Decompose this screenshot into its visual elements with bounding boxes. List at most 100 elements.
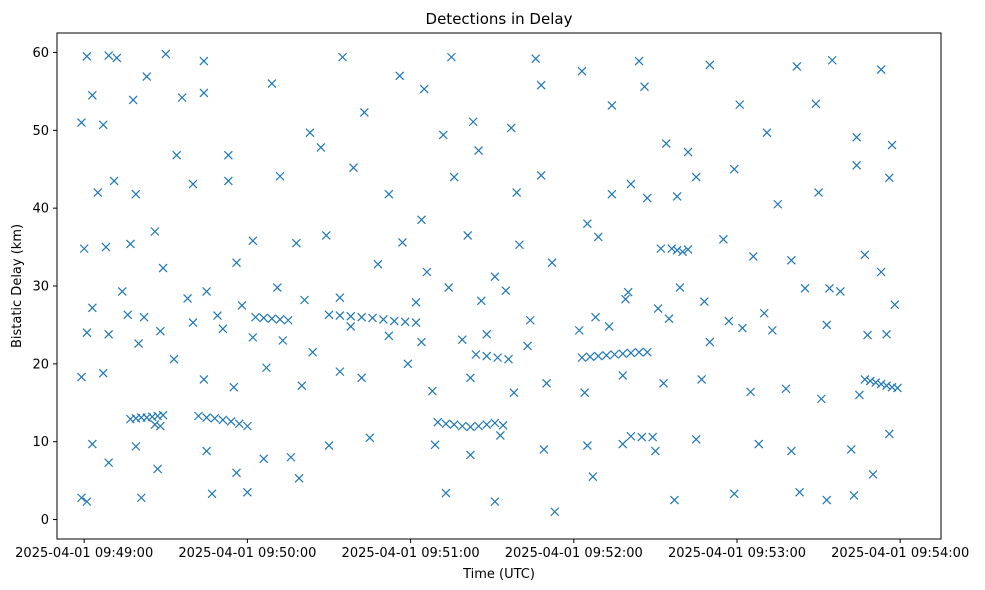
detection-point [868,469,878,479]
detection-point [117,287,127,296]
detection-point [471,350,481,359]
detection-point [746,387,756,397]
x-tick-label: 2025-04-01 09:53:00 [668,546,806,561]
detection-point [705,60,715,70]
detection-point [814,188,824,198]
detection-point [887,140,897,150]
detection-point [602,350,611,360]
detection-point [672,192,682,201]
detection-point [890,300,900,310]
detection-point [183,294,192,303]
detection-point [77,372,86,382]
detection-point [202,287,212,296]
detection-point [248,236,258,246]
detection-point [591,312,600,322]
detection-point [724,316,734,326]
detection-point [275,171,285,181]
detection-point [667,244,677,254]
detection-point [476,296,486,306]
detection-point [259,454,269,464]
detection-point [422,267,432,277]
y-tick-label: 0 [41,513,49,528]
detection-point [699,297,709,306]
detection-point [403,359,413,369]
detection-point [378,315,388,324]
detection-point [232,468,241,478]
detection-point [128,95,138,105]
detection-point [324,310,334,320]
detection-point [498,420,508,430]
detection-point [188,318,198,328]
detection-point [199,374,209,384]
detection-point [126,239,135,249]
y-tick-label: 60 [32,46,49,61]
detection-point [446,52,456,62]
detection-point [300,295,309,305]
detection-point [411,297,421,307]
detection-point [346,311,356,321]
detection-point [441,488,451,498]
detection-point [577,353,587,363]
detection-point [98,368,108,378]
detection-point [490,418,500,428]
detection-point [822,320,832,330]
detection-point [357,312,367,322]
detection-point [82,497,92,507]
detection-point [672,245,682,255]
detection-point [827,55,837,65]
detection-point [373,259,383,269]
y-tick-label: 50 [32,124,49,139]
detection-point [882,381,892,391]
detection-point [705,337,715,347]
detection-point [357,373,367,383]
detection-point [536,80,546,90]
detection-point [582,219,592,229]
detection-point [305,128,315,138]
detection-point [223,176,233,186]
detection-point [324,441,334,451]
detection-point [155,421,165,431]
detection-point [490,497,500,507]
detection-point [232,258,241,268]
detection-point [773,199,783,209]
detection-point [865,376,875,386]
detection-point [134,339,144,349]
detection-point [438,130,448,140]
x-tick-label: 2025-04-01 09:54:00 [831,546,969,561]
detection-point [82,51,92,61]
detection-point [444,283,454,292]
detection-point [474,146,484,155]
detection-point [457,421,467,431]
plot-frame [56,32,942,540]
detection-point [93,188,103,198]
detection-point [542,378,552,388]
detection-point [876,65,886,75]
detection-point [267,79,277,89]
detection-point [656,244,666,254]
detection-point [523,341,532,351]
detection-point [514,240,524,250]
detection-point [87,90,97,100]
detection-point [463,230,473,240]
detection-point [618,371,628,380]
x-tick-label: 2025-04-01 09:49:00 [15,546,153,561]
detection-point [131,189,141,199]
detection-point [161,49,171,59]
detection-point [202,413,212,422]
detection-point [411,318,421,328]
y-tick-label: 40 [32,202,49,217]
detection-point [207,489,217,499]
detection-point [275,315,285,324]
detection-point [697,374,707,384]
detection-point [482,420,492,429]
detection-point [854,390,864,400]
detection-point [308,347,318,357]
detection-point [87,303,97,313]
detection-point [441,419,451,429]
x-tick-label: 2025-04-01 09:51:00 [342,546,480,561]
detection-point [634,56,644,66]
y-axis-ticks: 0 10 20 30 40 50 60 [32,46,57,528]
detection-point [536,171,546,180]
